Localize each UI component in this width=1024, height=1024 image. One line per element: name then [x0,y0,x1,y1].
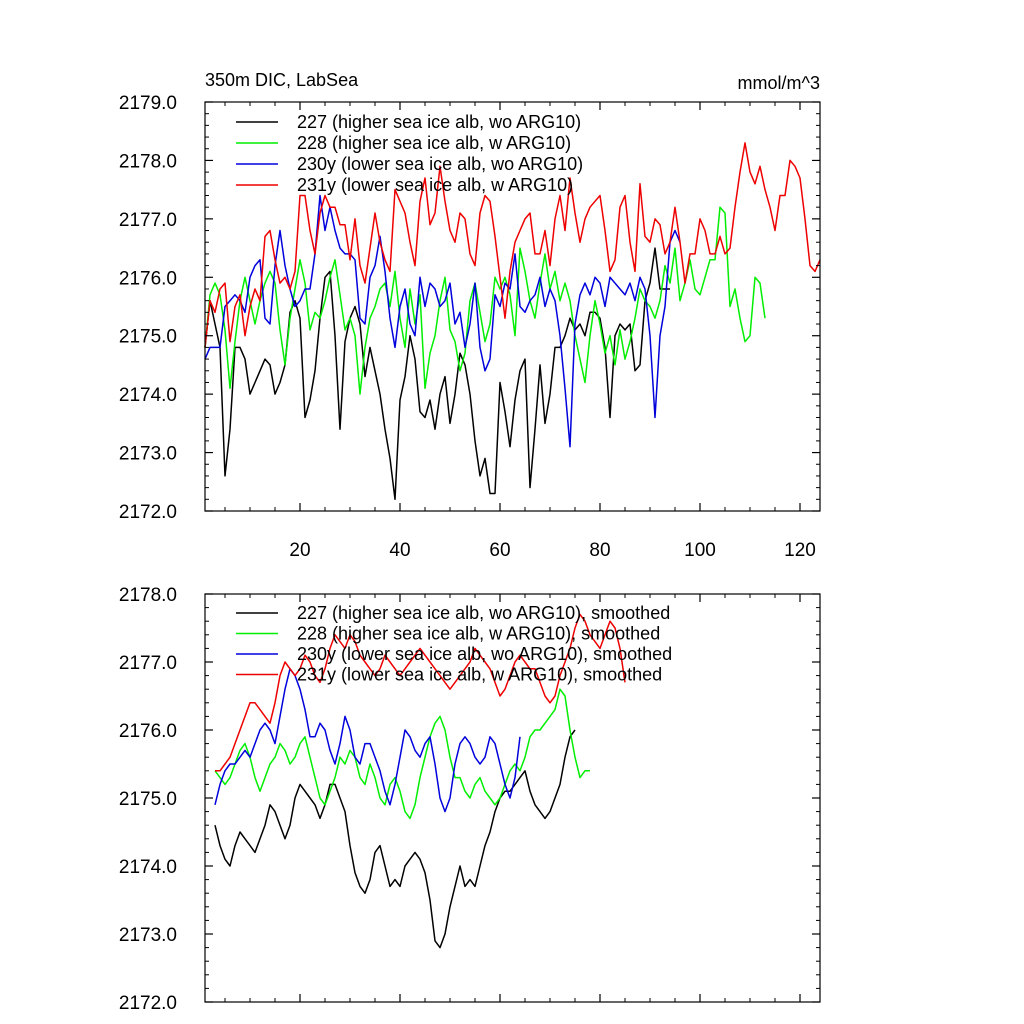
series-line-4 [204,142,821,348]
y-tick-label: 2174.0 [119,385,177,406]
y-tick-label: 2172.0 [119,993,177,1014]
y-tick-label: 2177.0 [119,653,177,674]
y-tick-label: 2173.0 [119,925,177,946]
series-line-3 [214,668,521,813]
series-line-2 [214,688,590,820]
x-tick-label: 120 [784,540,816,561]
x-tick-label: 40 [389,540,410,561]
legend-label-2: 228 (higher sea ice alb, w ARG10), smoot… [297,624,660,644]
y-tick-label: 2179.0 [119,93,177,114]
bottom-panel: 2172.0 2173.0 2174.0 2175.0 2176.0 2177.0 2178… [119,585,821,1014]
y-tick-label: 2177.0 [119,210,177,231]
y-tick-label: 2175.0 [119,789,177,810]
x-tick-label: 80 [589,540,610,561]
y-tick-label: 2176.0 [119,268,177,289]
units-label: mmol/m^3 [738,73,820,93]
top-ticks-layer: 2172.0 2173.0 2174.0 2175.0 2176.0 2177.0 2178… [119,93,820,561]
series-line-1 [204,247,670,501]
x-tick-label: 100 [684,540,716,561]
series-line-4 [215,613,626,772]
legend-label-1: 227 (higher sea ice alb, wo ARG10) [297,112,581,132]
y-tick-label: 2175.0 [119,327,177,348]
y-tick-label: 2178.0 [119,585,177,606]
x-tick-label: 60 [489,540,510,561]
top-plot-frame [204,101,821,512]
chart-title: 350m DIC, LabSea [205,70,359,90]
top-panel: 350m DIC, LabSea mmol/m^3 2172.02173.021… [119,70,821,561]
legend-label-1: 227 (higher sea ice alb, wo ARG10), smoo… [297,603,670,623]
top-series-layer [204,142,821,501]
bottom-ticks-layer: 2172.0 2173.0 2174.0 2175.0 2176.0 2177.0 2178… [119,585,820,1014]
series-line-3 [204,194,681,448]
y-tick-label: 2176.0 [119,721,177,742]
bottom-plot-frame [204,593,821,1003]
series-line-1 [214,729,576,949]
legend-label-3: 230y (lower sea ice alb, wo ARG10) [297,154,583,174]
top-legend: 227 (higher sea ice alb, wo ARG10)228 (h… [236,112,583,195]
legend-label-2: 228 (higher sea ice alb, w ARG10) [297,133,571,153]
y-tick-label: 2178.0 [119,151,177,172]
y-tick-label: 2172.0 [119,502,177,523]
series-line-2 [204,206,766,395]
legend-label-3: 230y (lower sea ice alb, wo ARG10), smoo… [297,644,672,664]
legend-label-4: 231y (lower sea ice alb, w ARG10), smoot… [297,665,662,685]
y-tick-label: 2174.0 [119,857,177,878]
x-tick-label: 20 [289,540,310,561]
y-tick-label: 2173.0 [119,444,177,465]
bottom-legend: 227 (higher sea ice alb, wo ARG10), smoo… [236,603,672,685]
bottom-series-layer [214,613,626,949]
legend-label-4: 231y (lower sea ice alb, w ARG10) [297,175,573,195]
